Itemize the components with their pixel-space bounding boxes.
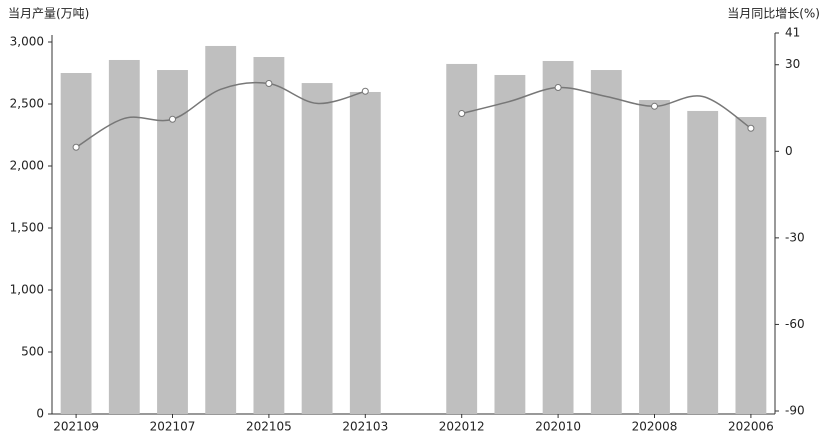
x-tick-label: 202109 bbox=[53, 420, 99, 434]
y2-tick-label: 0 bbox=[785, 144, 793, 158]
bar bbox=[542, 60, 574, 415]
y-tick-label: 500 bbox=[21, 345, 44, 359]
line-marker bbox=[747, 124, 755, 132]
line-marker bbox=[554, 84, 562, 92]
y-tick-label: 0 bbox=[36, 407, 44, 421]
x-tick-label: 202107 bbox=[150, 420, 196, 434]
y-tick-label: 1,000 bbox=[10, 283, 44, 297]
bar bbox=[349, 91, 381, 415]
bar bbox=[639, 100, 670, 415]
y2-tick-label: 30 bbox=[785, 57, 800, 71]
x-tick-label: 202012 bbox=[439, 420, 485, 434]
line-marker bbox=[72, 143, 80, 151]
bar bbox=[205, 45, 237, 415]
y-tick-label: 2,000 bbox=[10, 159, 44, 173]
bar bbox=[590, 70, 622, 415]
bar bbox=[108, 59, 140, 414]
x-tick-label: 202006 bbox=[728, 420, 774, 434]
y2-tick-label: -90 bbox=[785, 404, 805, 418]
bar bbox=[687, 110, 719, 414]
y2-tick-label: -60 bbox=[785, 317, 805, 331]
bar bbox=[446, 63, 478, 415]
line bbox=[75, 81, 752, 148]
y2-tick-label: 41 bbox=[785, 26, 800, 40]
y-tick-label: 1,500 bbox=[10, 221, 44, 235]
x-tick-label: 202010 bbox=[535, 420, 581, 434]
y2-tick-label: -30 bbox=[785, 230, 805, 244]
bar bbox=[157, 70, 188, 415]
line-marker bbox=[265, 79, 273, 87]
y-tick-label: 2,500 bbox=[10, 97, 44, 111]
line-marker bbox=[169, 115, 176, 123]
y-tick-label: 3,000 bbox=[10, 35, 44, 49]
x-tick-label: 202105 bbox=[246, 420, 292, 434]
line-marker bbox=[361, 87, 369, 95]
bar bbox=[494, 74, 526, 414]
x-tick-label: 202008 bbox=[632, 420, 678, 434]
bar bbox=[301, 83, 333, 414]
bar bbox=[60, 73, 92, 414]
y2-axis-title: 当月同比增长(%) bbox=[727, 7, 820, 21]
x-tick-label: 202103 bbox=[342, 420, 388, 434]
line-marker bbox=[458, 110, 466, 118]
bar bbox=[253, 57, 285, 415]
line-marker bbox=[651, 102, 658, 110]
y-axis-title: 当月产量(万吨) bbox=[8, 7, 89, 21]
bar bbox=[735, 117, 767, 415]
